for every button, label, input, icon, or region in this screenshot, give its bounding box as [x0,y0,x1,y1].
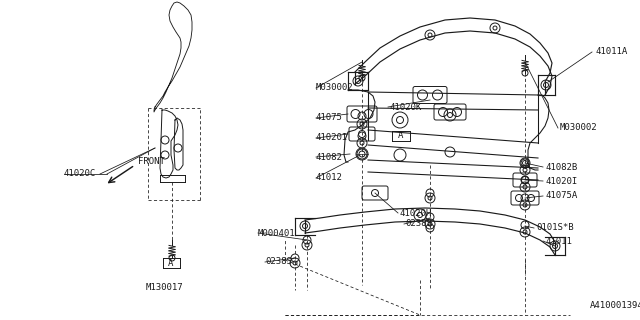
Text: 41020C: 41020C [64,170,96,179]
Text: 41075A: 41075A [545,191,577,201]
Text: 41020K: 41020K [389,102,421,111]
Text: 41011A: 41011A [595,47,627,57]
Text: 41011: 41011 [545,236,572,245]
Text: M030002: M030002 [560,124,598,132]
Text: M130017: M130017 [145,284,183,292]
Text: A: A [168,259,173,268]
Text: 41082B: 41082B [545,163,577,172]
Text: 0238S: 0238S [265,258,292,267]
Text: M030002: M030002 [316,84,354,92]
Text: M000401: M000401 [258,228,296,237]
Text: 41020I: 41020I [545,177,577,186]
Text: 41075: 41075 [316,114,343,123]
Text: 41082: 41082 [316,153,343,162]
Text: A: A [398,132,404,140]
Text: 41020I: 41020I [316,133,348,142]
Text: 0101S*B: 0101S*B [536,223,573,233]
Text: A410001394: A410001394 [590,301,640,310]
Text: FRONT: FRONT [138,157,165,166]
Text: 0238S: 0238S [405,220,432,228]
Text: 41020H: 41020H [399,209,431,218]
Text: 41012: 41012 [316,173,343,182]
